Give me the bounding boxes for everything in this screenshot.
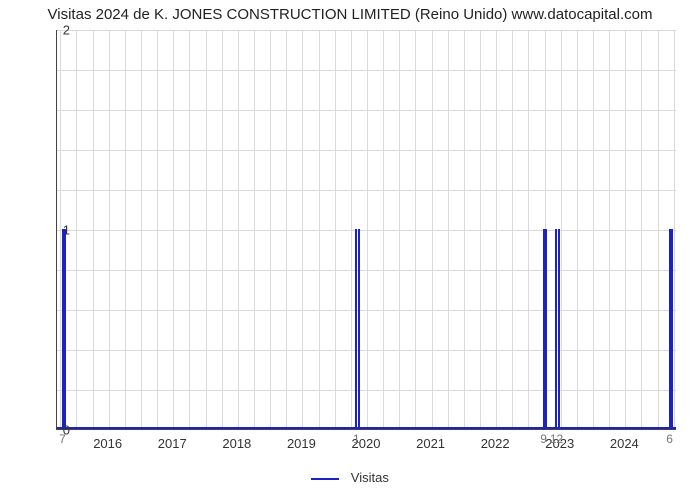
x-tick-label: 2016 — [93, 436, 122, 451]
spike-value-label: 7 — [59, 432, 66, 446]
gridline-v — [561, 30, 562, 429]
y-tick-label: 2 — [30, 23, 70, 38]
gridline-v-minor — [593, 30, 594, 429]
gridline-v-minor — [351, 30, 352, 429]
x-tick-label: 2021 — [416, 436, 445, 451]
gridline-v-minor — [674, 30, 675, 429]
spike-value-label: 9 — [540, 432, 547, 446]
gridline-v-minor — [383, 30, 384, 429]
series-spike — [555, 229, 560, 429]
gridline-v-minor — [206, 30, 207, 429]
gridline-v-minor — [480, 30, 481, 429]
gridline-v — [367, 30, 368, 429]
gridline-v-minor — [222, 30, 223, 429]
gridline-v-minor — [286, 30, 287, 429]
gridline-v-minor — [157, 30, 158, 429]
spike-value-label: 1 — [353, 432, 360, 446]
series-baseline — [57, 427, 676, 429]
gridline-v — [302, 30, 303, 429]
gridline-v-minor — [464, 30, 465, 429]
series-spike — [669, 229, 673, 429]
x-tick-label: 2024 — [610, 436, 639, 451]
gridline-v — [496, 30, 497, 429]
gridline-v — [238, 30, 239, 429]
gridline-v — [173, 30, 174, 429]
gridline-v-minor — [335, 30, 336, 429]
chart-title: Visitas 2024 de K. JONES CONSTRUCTION LI… — [0, 0, 700, 25]
gridline-v-minor — [399, 30, 400, 429]
legend-swatch-icon — [311, 478, 339, 480]
gridline-v-minor — [319, 30, 320, 429]
gridline-v-minor — [93, 30, 94, 429]
gridline-v — [625, 30, 626, 429]
gridline-v — [432, 30, 433, 429]
y-tick-label: 1 — [30, 223, 70, 238]
spike-value-label: 12 — [550, 432, 563, 446]
x-tick-label: 2022 — [481, 436, 510, 451]
series-spike — [62, 229, 66, 429]
gridline-v-minor — [125, 30, 126, 429]
gridline-v-minor — [528, 30, 529, 429]
gridline-v-minor — [254, 30, 255, 429]
plot-area — [56, 30, 676, 430]
x-tick-label: 2018 — [222, 436, 251, 451]
legend-label: Visitas — [351, 470, 389, 485]
gridline-v-minor — [76, 30, 77, 429]
gridline-v-minor — [512, 30, 513, 429]
gridline-v-minor — [609, 30, 610, 429]
gridline-v-minor — [270, 30, 271, 429]
series-spike — [543, 229, 547, 429]
gridline-v-minor — [577, 30, 578, 429]
gridline-v-minor — [641, 30, 642, 429]
spike-value-label: 6 — [666, 432, 673, 446]
gridline-v — [109, 30, 110, 429]
gridline-v-minor — [415, 30, 416, 429]
gridline-v-minor — [189, 30, 190, 429]
legend: Visitas — [0, 470, 700, 485]
gridline-v-minor — [658, 30, 659, 429]
gridline-v-minor — [448, 30, 449, 429]
x-tick-label: 2019 — [287, 436, 316, 451]
x-tick-label: 2017 — [158, 436, 187, 451]
gridline-v-minor — [141, 30, 142, 429]
series-spike — [355, 229, 360, 429]
